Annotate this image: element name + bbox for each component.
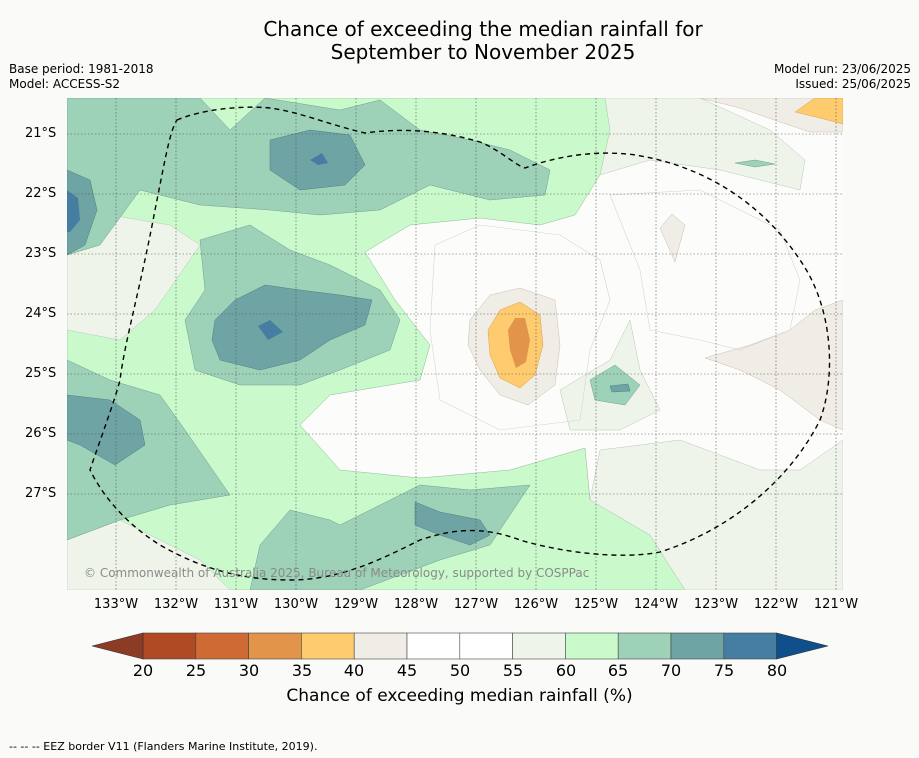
contour-65-70-south bbox=[249, 484, 531, 590]
contour-70-75-sw bbox=[67, 394, 146, 466]
contour-70-75-east bbox=[609, 383, 631, 393]
contour-70-75-nw bbox=[67, 169, 98, 256]
colorbar-tick: 60 bbox=[555, 661, 577, 680]
rainfall-map: © Commonwealth of Australia 2025, Bureau… bbox=[67, 98, 843, 590]
lat-label: 21°S bbox=[25, 126, 57, 141]
contour-75-80-a bbox=[310, 153, 328, 165]
colorbar-tick: 25 bbox=[185, 661, 207, 680]
colorbar-tick: 65 bbox=[607, 661, 629, 680]
colorbar-label: Chance of exceeding median rainfall (%) bbox=[286, 686, 633, 706]
colorbar-tick: 80 bbox=[766, 661, 788, 680]
title-line-1: Chance of exceeding the median rainfall … bbox=[263, 17, 703, 41]
lat-label: 22°S bbox=[25, 186, 57, 201]
metadata-right: Model run: 23/06/2025 Issued: 25/06/2025 bbox=[774, 62, 911, 92]
lon-label: 131°W bbox=[213, 597, 259, 612]
map-contours bbox=[67, 98, 843, 590]
issue-date: Issued: 25/06/2025 bbox=[795, 77, 911, 91]
colorbar-tick: 55 bbox=[502, 661, 524, 680]
map-title: Chance of exceeding the median rainfall … bbox=[0, 18, 919, 64]
colorbar-tick: 30 bbox=[238, 661, 260, 680]
contour-75-80-b bbox=[258, 320, 283, 340]
lon-label: 129°W bbox=[333, 597, 379, 612]
graticule bbox=[67, 98, 843, 590]
lat-label: 24°S bbox=[25, 306, 57, 321]
colorbar-tick: 35 bbox=[291, 661, 313, 680]
colorbar-tick: 40 bbox=[343, 661, 365, 680]
eez-border bbox=[89, 106, 831, 581]
lon-label: 132°W bbox=[153, 597, 199, 612]
contour-70-75-south bbox=[414, 501, 491, 546]
contour-40-45-mid bbox=[659, 213, 686, 263]
lat-label: 23°S bbox=[25, 246, 57, 261]
lon-label: 127°W bbox=[453, 597, 499, 612]
contour-35-40-ne bbox=[794, 98, 843, 125]
contour-65-70-east2 bbox=[734, 159, 776, 168]
eez-legend-note: -- -- -- EEZ border V11 (Flanders Marine… bbox=[9, 740, 318, 753]
contour-40-45-east bbox=[704, 299, 843, 431]
lon-label: 126°W bbox=[513, 597, 559, 612]
model-name: Model: ACCESS-S2 bbox=[9, 77, 121, 91]
colorbar-tick: 20 bbox=[132, 661, 154, 680]
contour-lines-50 bbox=[429, 189, 801, 431]
model-run: Model run: 23/06/2025 bbox=[773, 62, 911, 76]
metadata-left: Base period: 1981-2018 Model: ACCESS-S2 bbox=[9, 62, 154, 92]
lon-label: 125°W bbox=[573, 597, 619, 612]
lon-label: 128°W bbox=[393, 597, 439, 612]
contour-75-80-c bbox=[67, 190, 80, 232]
colorbar-tick: 70 bbox=[660, 661, 682, 680]
colorbar-tick: 75 bbox=[713, 661, 735, 680]
lon-label: 133°W bbox=[93, 597, 139, 612]
lat-label: 27°S bbox=[25, 486, 57, 501]
lon-label: 123°W bbox=[693, 597, 739, 612]
contour-30-35-centre bbox=[508, 318, 530, 368]
contour-70-75-west bbox=[211, 284, 373, 371]
lon-label: 122°W bbox=[753, 597, 799, 612]
copyright-note: © Commonwealth of Australia 2025, Bureau… bbox=[84, 566, 589, 580]
base-period: Base period: 1981-2018 bbox=[9, 62, 154, 76]
lat-label: 26°S bbox=[25, 426, 57, 441]
colorbar-tick: 45 bbox=[396, 661, 418, 680]
lon-label: 130°W bbox=[273, 597, 319, 612]
lon-label: 124°W bbox=[633, 597, 679, 612]
contour-65-70-east bbox=[589, 364, 641, 406]
lat-label: 25°S bbox=[25, 366, 57, 381]
colorbar-tick: 50 bbox=[449, 661, 471, 680]
title-line-2: September to November 2025 bbox=[330, 40, 636, 64]
lon-label: 121°W bbox=[813, 597, 859, 612]
